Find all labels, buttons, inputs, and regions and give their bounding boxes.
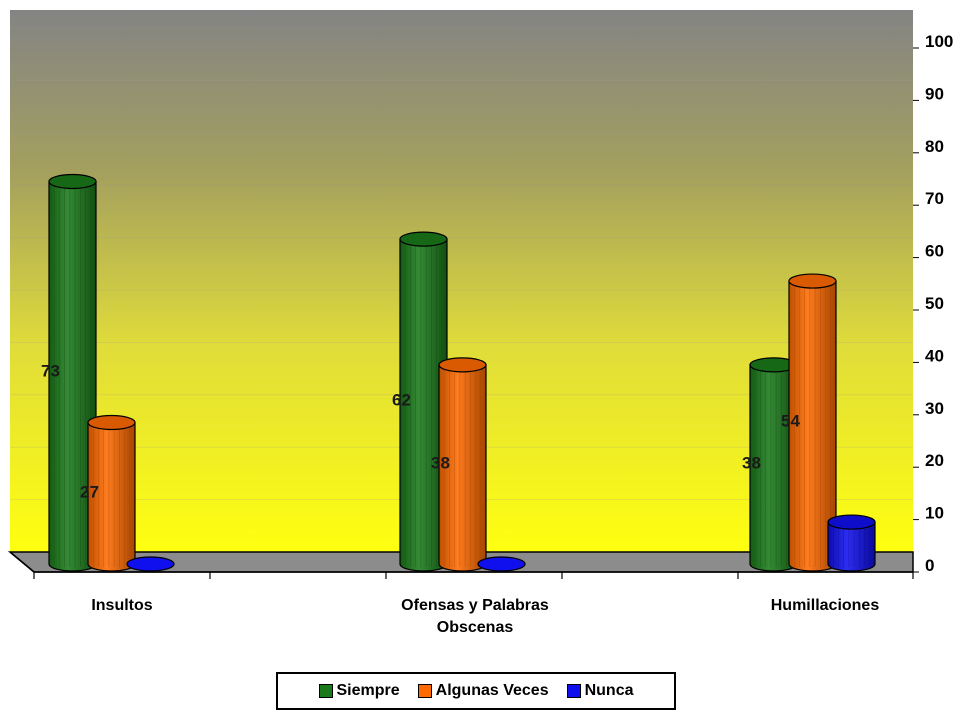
bar-top [788,273,837,289]
bar-top [87,414,136,431]
bar-top [126,556,175,572]
bar-algunas-veces-3 [788,273,837,572]
legend-label: Nunca [584,682,634,699]
bar-top [477,556,526,572]
data-label: 38 [431,453,450,472]
y-tick-label: 80 [925,137,944,156]
category-label: Insultos [91,597,152,614]
category-label: Ofensas y Palabras Obscenas [401,597,549,636]
data-labels: 73 27 62 38 38 54 [41,362,800,502]
legend-swatch [417,684,432,698]
x-axis-ticks [33,572,914,579]
data-label: 54 [781,412,800,431]
y-tick-label: 60 [925,242,944,261]
floor-left-edge [9,551,35,573]
data-label: 62 [392,391,411,410]
bar-body [827,521,876,572]
bar-nunca-2 [477,556,526,572]
bar-nunca-3 [827,514,876,572]
bar-siempre-1 [48,173,97,572]
bar-top [399,231,448,247]
y-tick-label: 70 [925,189,944,208]
legend-swatch [566,684,581,698]
data-label: 38 [742,453,761,472]
bar-siempre-2 [399,231,448,572]
y-tick-label: 100 [925,32,953,51]
bar-algunas-veces-2 [438,357,487,572]
bar-top [438,357,487,373]
y-tick-label: 40 [925,346,944,365]
bar-top [48,173,97,190]
data-label: 27 [80,482,99,501]
legend-item: Algunas Veces [417,682,549,700]
y-tick-label: 20 [925,451,944,470]
bar-top [827,514,876,530]
legend-label: Algunas Veces [435,682,549,699]
category-label: Humillaciones [771,597,880,614]
data-label: 73 [41,362,60,381]
plot-back-wall [10,10,913,552]
y-axis-ticks: 0 10 20 30 40 50 60 70 80 90 100 [913,32,953,575]
y-tick-label: 30 [925,399,944,418]
y-tick-label: 10 [925,504,944,523]
legend-label: Siempre [336,682,400,699]
y-tick-label: 90 [925,84,944,103]
legend: Siempre Algunas Veces Nunca [276,672,676,710]
bars [48,173,876,572]
legend-item: Nunca [566,682,634,700]
legend-item: Siempre [318,682,400,700]
legend-swatch [318,684,333,698]
y-tick-label: 50 [925,294,944,313]
y-tick-label: 0 [925,556,934,575]
category-labels: Insultos Ofensas y Palabras Obscenas Humill… [91,597,879,636]
bar-nunca-1 [126,556,175,572]
